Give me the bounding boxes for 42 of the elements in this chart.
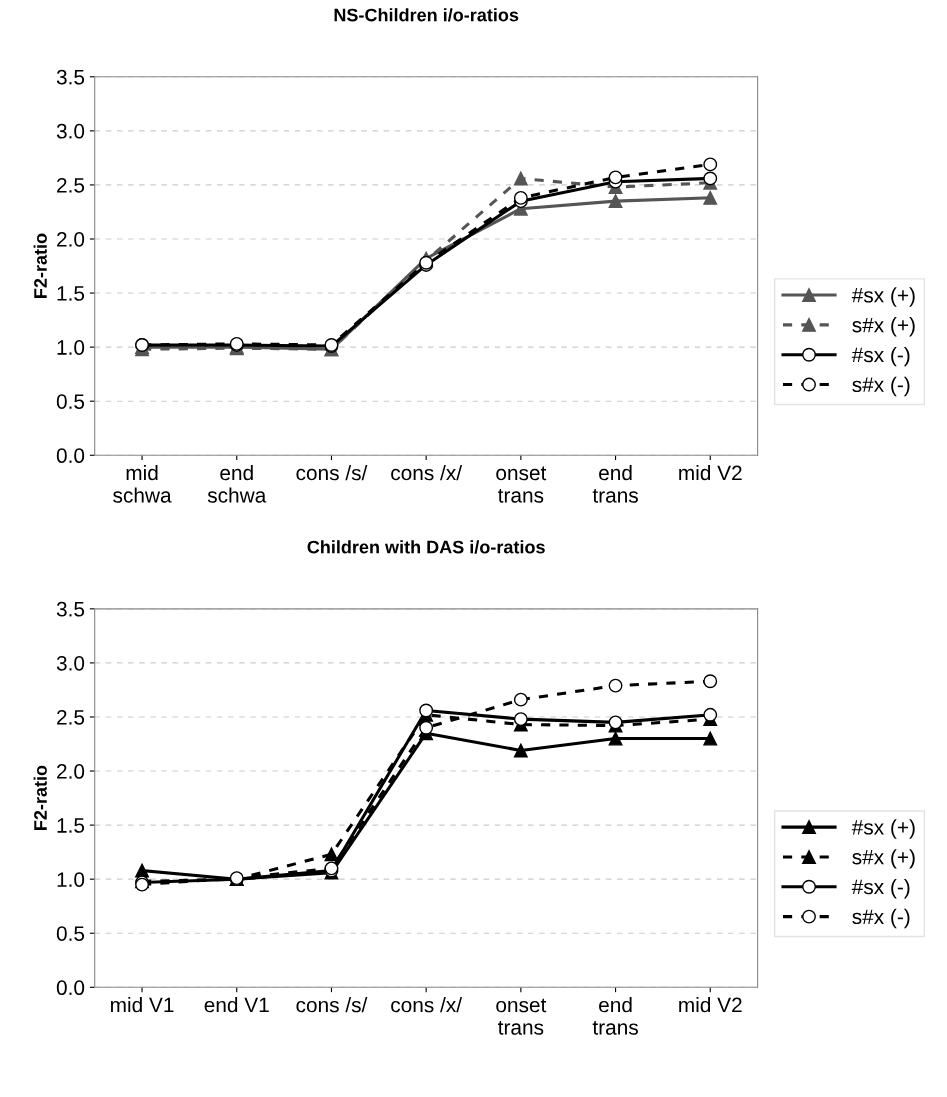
chart-title: NS-Children i/o-ratios — [334, 8, 519, 22]
y-axis-title: F2-ratio — [33, 765, 47, 830]
legend-label: s#x (-) — [852, 376, 910, 397]
y-tick-label: 1.5 — [57, 818, 85, 833]
y-tick-label: 3.5 — [56, 69, 85, 85]
y-tick-label: 0.5 — [56, 394, 85, 409]
x-tick-label: end trans — [592, 997, 638, 1035]
y-tick-label: 3.5 — [56, 601, 85, 617]
y-tick-label: 0.0 — [56, 980, 85, 996]
y-tick-label: 3.0 — [56, 123, 85, 139]
y-tick-label: 1.0 — [57, 872, 85, 887]
x-tick-label: cons /x/ — [391, 464, 463, 481]
y-tick-label: 2.0 — [57, 764, 85, 779]
x-tick-label: cons /x/ — [391, 997, 463, 1013]
x-tick-label: end trans — [592, 464, 638, 503]
y-tick-label: 1.0 — [57, 340, 85, 355]
y-tick-label: 2.5 — [57, 177, 85, 193]
legend-label: #sx (-) — [851, 878, 910, 899]
x-tick-label: mid V1 — [111, 997, 174, 1013]
x-tick-label: mid schwa — [113, 464, 172, 503]
x-tick-label: end schwa — [207, 464, 267, 503]
chart-title: Children with DAS i/o-ratios — [307, 540, 545, 554]
legend-label: #sx (+) — [851, 819, 915, 839]
legend-label: #sx (+) — [851, 287, 915, 307]
legend-label: s#x (+) — [852, 317, 915, 337]
y-tick-label: 2.5 — [57, 709, 85, 725]
y-axis-title: F2-ratio — [33, 233, 47, 298]
y-tick-label: 1.5 — [57, 286, 85, 301]
x-tick-label: onset trans — [496, 466, 547, 503]
legend-label: s#x (-) — [852, 908, 910, 929]
x-tick-label: cons /s/ — [296, 464, 368, 481]
y-tick-label: 3.0 — [56, 655, 85, 671]
legend-label: #sx (-) — [851, 346, 910, 367]
y-tick-label: 2.0 — [57, 231, 85, 247]
x-tick-label: cons /s/ — [296, 997, 368, 1013]
x-tick-label: mid V2 — [679, 464, 742, 481]
y-tick-label: 0.0 — [56, 448, 85, 464]
x-tick-label: onset trans — [496, 998, 547, 1035]
y-tick-label: 0.5 — [56, 926, 85, 941]
x-tick-label: end V1 — [204, 997, 269, 1013]
x-tick-label: mid V2 — [679, 997, 742, 1013]
legend-label: s#x (+) — [852, 849, 915, 869]
